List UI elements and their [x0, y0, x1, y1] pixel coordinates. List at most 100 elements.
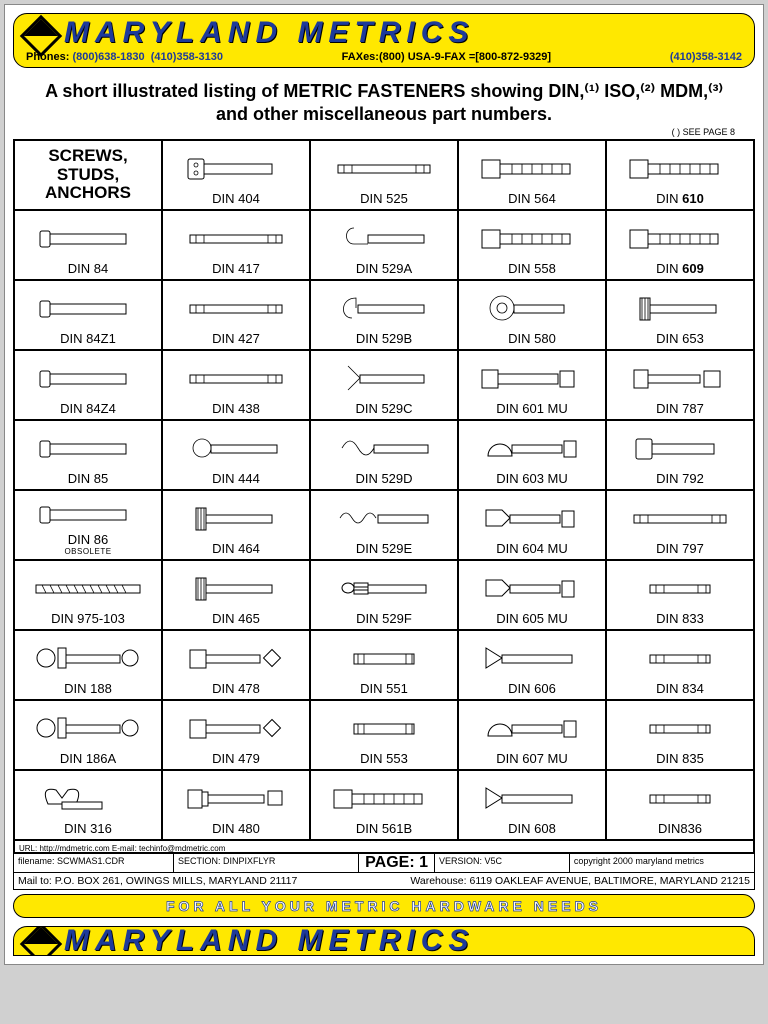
- fastener-illustration-icon: [609, 354, 751, 402]
- fastener-label: DIN 601 MU: [496, 402, 568, 416]
- next-page-header: MARYLAND METRICS: [13, 926, 755, 956]
- fastener-cell: DIN 427: [162, 280, 310, 350]
- fastener-cell: DIN 833: [606, 560, 754, 630]
- fastener-illustration-icon: [313, 774, 455, 822]
- fastener-illustration-icon: [461, 774, 603, 822]
- url-line: URL: http://mdmetric.com E-mail: techinf…: [14, 840, 754, 853]
- fastener-illustration-icon: [313, 494, 455, 542]
- fastener-label: DIN 427: [212, 332, 260, 346]
- company-name: MARYLAND METRICS: [64, 16, 746, 50]
- meta-copyright: copyright 2000 maryland metrics: [570, 854, 754, 873]
- fastener-label: DIN 529D: [355, 472, 412, 486]
- fastener-label: DIN 792: [656, 472, 704, 486]
- fastener-illustration-icon: [165, 424, 307, 472]
- fastener-illustration-icon: [165, 144, 307, 192]
- fastener-label: DIN 525: [360, 192, 408, 206]
- fastener-label: DIN 605 MU: [496, 612, 568, 626]
- fastener-label: DIN 186A: [60, 752, 116, 766]
- fastener-illustration-icon: [313, 704, 455, 752]
- fastener-label: DIN 580: [508, 332, 556, 346]
- fastener-grid: SCREWS, STUDS, ANCHORS DIN 404DIN 525DIN…: [13, 139, 755, 854]
- fastener-illustration-icon: [461, 354, 603, 402]
- fastener-label: DIN 444: [212, 472, 260, 486]
- catalog-page: MARYLAND METRICS Phones: (800)638-1830 (…: [4, 4, 764, 965]
- fastener-cell: DIN 529A: [310, 210, 458, 280]
- fastener-illustration-icon: [609, 214, 751, 262]
- fastener-label: DIN 529A: [356, 262, 412, 276]
- fastener-label: DIN 529E: [356, 542, 412, 556]
- fastener-cell: DIN836: [606, 770, 754, 840]
- fastener-cell: DIN 464: [162, 490, 310, 560]
- fastener-illustration-icon: [165, 564, 307, 612]
- meta-section: SECTION: DINPIXFLYR: [174, 854, 359, 873]
- fastener-cell: DIN 529E: [310, 490, 458, 560]
- fastener-illustration-icon: [165, 774, 307, 822]
- fastener-illustration-icon: [17, 774, 159, 822]
- fastener-label: DIN 609: [656, 262, 704, 276]
- fastener-illustration-icon: [313, 144, 455, 192]
- fastener-cell: DIN 835: [606, 700, 754, 770]
- fastener-cell: DIN 553: [310, 700, 458, 770]
- fastener-illustration-icon: [17, 284, 159, 332]
- fastener-cell: DIN 610: [606, 140, 754, 210]
- fastener-label: DIN 551: [360, 682, 408, 696]
- fastener-cell: DIN 529D: [310, 420, 458, 490]
- fastener-cell: DIN 601 MU: [458, 350, 606, 420]
- fastener-cell: DIN 525: [310, 140, 458, 210]
- address-row: Mail to: P.O. BOX 261, OWINGS MILLS, MAR…: [13, 873, 755, 890]
- fastener-cell: DIN 606: [458, 630, 606, 700]
- fastener-illustration-icon: [461, 494, 603, 542]
- fastener-label: DIN 553: [360, 752, 408, 766]
- fastener-label: DIN 479: [212, 752, 260, 766]
- fastener-illustration-icon: [609, 634, 751, 682]
- fastener-illustration-icon: [17, 354, 159, 402]
- fastener-illustration-icon: [313, 564, 455, 612]
- fastener-cell: DIN 404: [162, 140, 310, 210]
- fastener-label: DIN 564: [508, 192, 556, 206]
- fastener-label: DIN 465: [212, 612, 260, 626]
- fastener-cell: DIN 609: [606, 210, 754, 280]
- fastener-cell: DIN 529F: [310, 560, 458, 630]
- fastener-cell: DIN 465: [162, 560, 310, 630]
- fastener-illustration-icon: [165, 634, 307, 682]
- fastener-label: DIN 608: [508, 822, 556, 836]
- fastener-cell: DIN 86OBSOLETE: [14, 490, 162, 560]
- fastener-label: DIN 603 MU: [496, 472, 568, 486]
- fastener-cell: DIN 529C: [310, 350, 458, 420]
- fastener-illustration-icon: [313, 284, 455, 332]
- fastener-cell: DIN 529B: [310, 280, 458, 350]
- fastener-label: DIN 480: [212, 822, 260, 836]
- fastener-cell: DIN 607 MU: [458, 700, 606, 770]
- meta-page: PAGE: 1: [359, 854, 435, 873]
- fastener-label: DIN 84Z4: [60, 402, 116, 416]
- fastener-cell: DIN 438: [162, 350, 310, 420]
- fastener-illustration-icon: [165, 704, 307, 752]
- fastener-cell: DIN 478: [162, 630, 310, 700]
- fastener-cell: DIN 417: [162, 210, 310, 280]
- fastener-cell: DIN 605 MU: [458, 560, 606, 630]
- logo-diamond-icon: [22, 926, 54, 956]
- fastener-label: DIN 561B: [356, 822, 412, 836]
- fastener-illustration-icon: [461, 564, 603, 612]
- fastener-label: DIN 86: [68, 533, 108, 547]
- fastener-cell: DIN 975-103: [14, 560, 162, 630]
- fastener-cell: DIN 653: [606, 280, 754, 350]
- fastener-illustration-icon: [165, 354, 307, 402]
- fastener-illustration-icon: [609, 564, 751, 612]
- fastener-label: DIN 438: [212, 402, 260, 416]
- fastener-illustration-icon: [461, 214, 603, 262]
- fastener-cell: DIN 444: [162, 420, 310, 490]
- fastener-illustration-icon: [313, 424, 455, 472]
- intro-heading: A short illustrated listing of METRIC FA…: [13, 74, 755, 127]
- fastener-label: DIN 84Z1: [60, 332, 116, 346]
- fastener-label: DIN 653: [656, 332, 704, 346]
- fastener-label: DIN 316: [64, 822, 112, 836]
- fastener-illustration-icon: [609, 424, 751, 472]
- fastener-label: DIN 478: [212, 682, 260, 696]
- see-page-note: ( ) SEE PAGE 8: [13, 127, 755, 137]
- fastener-illustration-icon: [609, 284, 751, 332]
- fastener-cell: DIN 188: [14, 630, 162, 700]
- fastener-illustration-icon: [609, 494, 751, 542]
- company-name: MARYLAND METRICS: [64, 926, 746, 956]
- fastener-illustration-icon: [313, 214, 455, 262]
